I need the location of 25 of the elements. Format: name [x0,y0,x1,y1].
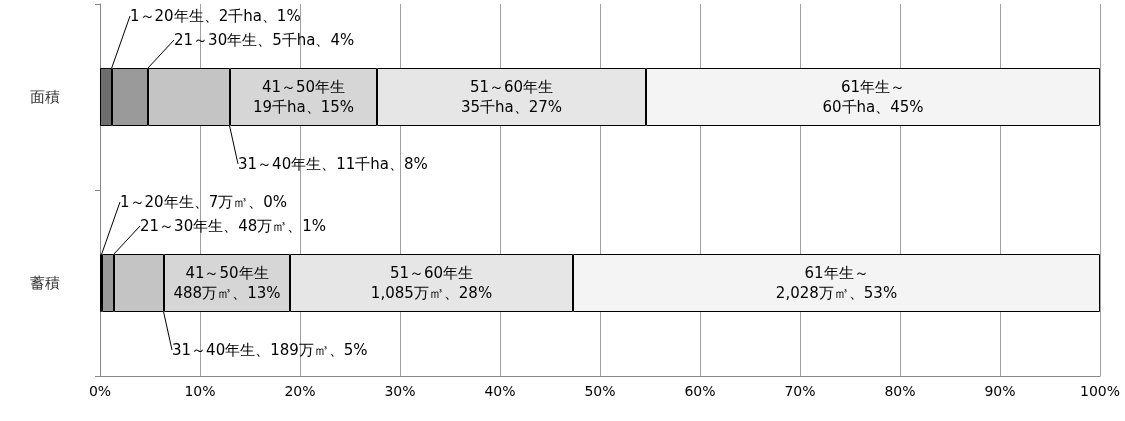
data-label: 61年生～ 2,028万㎥、53% [775,264,898,302]
data-label: 41～50年生 488万㎥、13% [173,264,281,302]
x-tick-label: 70% [784,383,816,399]
x-tick-label: 90% [984,383,1016,399]
data-label: 1～20年生、7万㎥、0% [120,193,287,211]
x-tick-label: 100% [1079,383,1121,399]
x-tick-label: 60% [684,383,716,399]
x-tick-label: 30% [384,383,416,399]
x-tick-label: 20% [284,383,316,399]
x-tick-label: 40% [484,383,516,399]
x-tick-label: 10% [184,383,216,399]
data-label: 21～30年生、48万㎥、1% [140,217,327,235]
data-label: 61年生～ 60千ha、45% [822,78,924,116]
data-label: 31～40年生、189万㎥、5% [172,341,368,359]
data-label: 51～60年生 35千ha、27% [460,78,563,116]
data-label: 1～20年生、2千ha、1% [130,7,301,25]
x-tick-label: 80% [884,383,916,399]
data-label: 51～60年生 1,085万㎥、28% [370,264,493,302]
y-tick-label: 面積 [30,88,60,106]
y-tick-label: 蓄積 [30,274,60,292]
data-label: 31～40年生、11千ha、8% [238,155,428,173]
data-label: 21～30年生、5千ha、4% [174,31,355,49]
x-tick-label: 50% [584,383,616,399]
x-tick-label: 0% [88,383,112,399]
data-label: 41～50年生 19千ha、15% [252,78,355,116]
